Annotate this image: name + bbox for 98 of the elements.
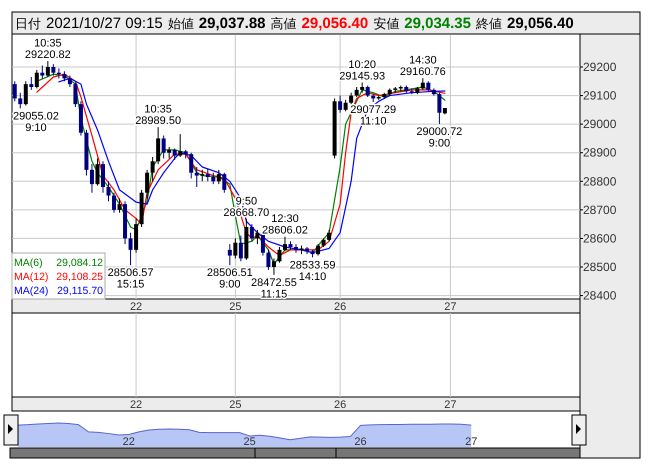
candlestick [360, 82, 364, 94]
candlestick [128, 232, 133, 266]
x-tick-label: 27 [465, 436, 478, 448]
candlestick [277, 246, 282, 264]
x-tick-label: 27 [444, 301, 457, 313]
candlestick [34, 69, 39, 89]
candlestick [272, 258, 276, 276]
candlestick [437, 92, 442, 124]
x-tick-label: 22 [130, 301, 142, 313]
x-tick-label: 26 [334, 301, 346, 313]
x-tick-label: 25 [229, 301, 242, 313]
candlestick [266, 249, 270, 270]
category-label: 27 [444, 399, 457, 411]
candlestick [206, 168, 210, 182]
candlestick [73, 82, 78, 108]
annotation: 14:30 29160.76 [400, 54, 446, 78]
x-tick-label: 25 [244, 436, 256, 448]
candlestick [216, 169, 221, 185]
candlestick [338, 95, 342, 114]
candlestick [189, 152, 194, 179]
text: 始値 [168, 16, 194, 31]
candlestick [426, 80, 430, 92]
annotation: 28506.51 9:00 [206, 267, 253, 291]
category-label: 26 [334, 399, 346, 411]
candlestick [211, 172, 216, 185]
candlestick [344, 99, 348, 112]
candlestick [194, 166, 199, 188]
annotation: 29,115.70 [57, 285, 104, 297]
text: 高値 [270, 16, 297, 31]
candlestick [282, 236, 287, 252]
candlestick [95, 158, 100, 186]
candlestick [18, 92, 22, 109]
candlestick [349, 92, 354, 105]
candlestick [420, 78, 425, 90]
text: 29,056.40 [302, 15, 368, 32]
candlestick [200, 169, 204, 182]
candlestick [118, 198, 122, 214]
candlestick [100, 160, 105, 194]
text: 29,037.88 [198, 15, 266, 32]
candlestick [238, 235, 243, 262]
y-tick-label: 28800 [583, 174, 617, 188]
text: 29,034.35 [404, 15, 471, 32]
annotation: 10:20 29145.93 [339, 58, 386, 82]
candlestick [46, 60, 50, 78]
annotation: 29,084.12 [56, 257, 104, 269]
text: MA(12) [14, 271, 48, 283]
y-tick-label: 28500 [583, 260, 617, 274]
candlestick [29, 76, 34, 90]
candlestick [145, 169, 150, 199]
y-tick-label: 29200 [583, 60, 617, 74]
category-label: 25 [229, 399, 242, 411]
x-tick-label: 26 [354, 436, 367, 448]
candlestick [68, 75, 72, 88]
text: 2021/10/27 09:15 [46, 15, 163, 32]
y-tick-label: 28400 [583, 288, 617, 303]
text: MA(6) [14, 257, 43, 269]
text: 日付 [15, 16, 41, 31]
candlestick [366, 85, 370, 98]
candlestick [40, 65, 44, 79]
candlestick [255, 229, 260, 245]
candlestick [12, 80, 17, 102]
y-tick-label: 28700 [583, 202, 617, 217]
text: 安値 [373, 16, 400, 31]
y-tick-label: 29100 [583, 88, 617, 103]
candlestick [56, 68, 61, 79]
y-tick-label: 29000 [583, 117, 617, 132]
candlestick [106, 180, 111, 202]
annotation: 28472.55 11:15 [250, 276, 297, 300]
text: MA(24) [14, 285, 48, 297]
candlestick [156, 126, 160, 165]
candlestick [228, 244, 232, 266]
candlestick [316, 244, 320, 256]
annotation: 10:35 28989.50 [135, 104, 182, 128]
candlestick [178, 134, 182, 158]
candlestick [327, 229, 332, 242]
category-label: 22 [130, 399, 142, 411]
text: 終値 [474, 16, 502, 31]
x-tick-label: 22 [122, 436, 135, 448]
candlestick [90, 164, 94, 194]
annotation: 10:35 29220.82 [24, 38, 71, 62]
y-tick-label: 28600 [583, 231, 617, 246]
text: 29,056.40 [506, 15, 574, 32]
candlestick [222, 172, 226, 194]
candlestick [150, 156, 155, 182]
candlestick [250, 224, 254, 242]
candlestick [51, 64, 56, 76]
annotation: 29055.02 9:10 [13, 110, 59, 134]
candlestick [354, 86, 359, 98]
y-tick-label: 28900 [583, 146, 617, 160]
annotation: 29,108.25 [56, 271, 104, 283]
candlestick [172, 148, 177, 160]
candlestick [162, 135, 166, 159]
candlestick [62, 70, 66, 82]
candlestick [24, 80, 28, 106]
annotation: 28506.57 15:15 [108, 267, 154, 291]
candlestick [233, 238, 238, 259]
annotation: 29000.72 9:00 [416, 126, 462, 150]
candlestick [112, 192, 116, 214]
